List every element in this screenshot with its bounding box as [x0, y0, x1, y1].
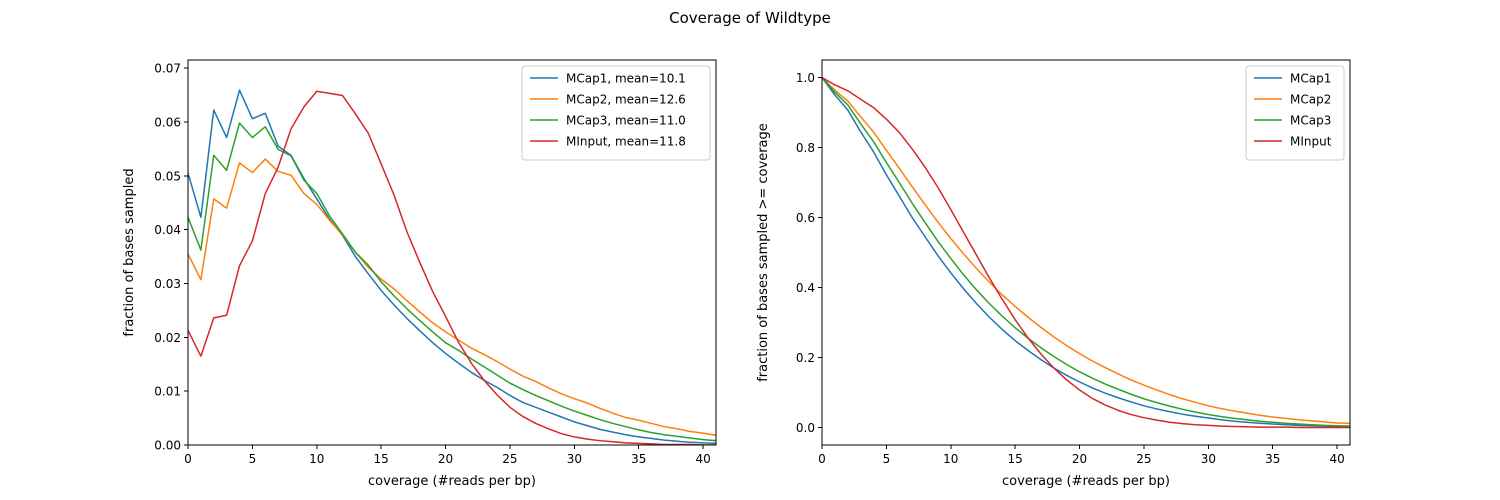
- y-tick-label: 0.04: [154, 223, 181, 237]
- plot-frame: [821, 59, 1351, 446]
- series-line-2: [188, 158, 716, 437]
- series-line-3: [822, 76, 1350, 427]
- y-tick-label: 0.02: [154, 331, 181, 345]
- x-tick-label: 20: [438, 452, 453, 466]
- x-axis-label: coverage (#reads per bp): [1002, 474, 1170, 489]
- x-tick-label: 15: [374, 452, 389, 466]
- legend-box: [521, 65, 711, 161]
- x-tick-label: 30: [1201, 452, 1216, 466]
- x-tick-label: 35: [631, 452, 646, 466]
- y-tick-label: 0.4: [796, 281, 815, 295]
- x-tick-label: 25: [1136, 452, 1151, 466]
- series-line-1: [822, 76, 1350, 428]
- x-tick-label: 0: [184, 452, 192, 466]
- y-tick-label: 0.00: [154, 439, 181, 453]
- y-tick-label: 0.01: [154, 385, 181, 399]
- x-tick-label: 30: [567, 452, 582, 466]
- x-tick-label: 25: [502, 452, 517, 466]
- legend: MCap1, mean=10.1 MCap2, mean=12.6 MCap3, m…: [521, 65, 711, 161]
- x-tick-label: 0: [818, 452, 826, 466]
- y-tick-label: 0.06: [154, 115, 181, 129]
- plot-frame: [187, 59, 717, 446]
- chart-panel-2: 0 5 10 15 20 25 30 35 40 0.0 0.2 0.4 0.6 0.8 1.0 covera…: [756, 59, 1351, 489]
- plots: 0 5 10 15 20 25 30 35 400.000.010.020.030.040.05…: [122, 59, 1351, 489]
- x-tick-label: 10: [943, 452, 958, 466]
- x-tick-label: 40: [1329, 452, 1344, 466]
- x-tick-label: 40: [695, 452, 710, 466]
- legend-label: MInput, mean=11.8: [566, 135, 686, 149]
- legend-label: MCap1, mean=10.1: [566, 72, 686, 86]
- y-tick-label: 0.6: [796, 211, 815, 225]
- x-tick-label: 35: [1265, 452, 1280, 466]
- series-group: [822, 76, 1350, 429]
- chart-panel-1: 0 5 10 15 20 25 30 35 40 0.00 0.01 0.02 0.03 0.04 0.05…: [122, 59, 717, 489]
- series-line-4: [188, 90, 716, 445]
- x-tick-label: 20: [1072, 452, 1087, 466]
- y-tick-label: 0.05: [154, 169, 181, 183]
- y-tick-label: 0.0: [796, 421, 815, 435]
- series-group: [188, 89, 716, 445]
- x-tick-label: 15: [1008, 452, 1023, 466]
- y-tick-label: 1.0: [796, 71, 815, 85]
- y-tick-label: 0.2: [796, 351, 815, 365]
- series-line-4: [822, 76, 1350, 429]
- x-tick-label: 10: [309, 452, 324, 466]
- y-tick-label: 0.03: [154, 277, 181, 291]
- series-line-2: [822, 76, 1350, 425]
- y-tick-label: 0.07: [154, 62, 181, 76]
- legend: MCap1 MCap2 MCap3 MInput: [1245, 65, 1345, 161]
- y-tick-label: 0.8: [796, 141, 815, 155]
- x-tick-label: 5: [883, 452, 891, 466]
- figure-title: Coverage of Wildtype: [669, 9, 831, 27]
- legend-label: MCap2: [1290, 93, 1331, 107]
- y-axis-label: fraction of bases sampled: [122, 168, 137, 336]
- x-tick-label: 5: [249, 452, 257, 466]
- legend-label: MCap3, mean=11.0: [566, 114, 686, 128]
- series-line-3: [188, 122, 716, 442]
- series-line-1: [188, 89, 716, 445]
- legend-box: [1245, 65, 1345, 161]
- y-axis-label: fraction of bases sampled >= coverage: [756, 123, 771, 382]
- x-axis-label: coverage (#reads per bp): [368, 474, 536, 489]
- legend-label: MCap1: [1290, 72, 1331, 86]
- legend-label: MCap3: [1290, 114, 1331, 128]
- legend-label: MCap2, mean=12.6: [566, 93, 686, 107]
- legend-label: MInput: [1290, 135, 1332, 149]
